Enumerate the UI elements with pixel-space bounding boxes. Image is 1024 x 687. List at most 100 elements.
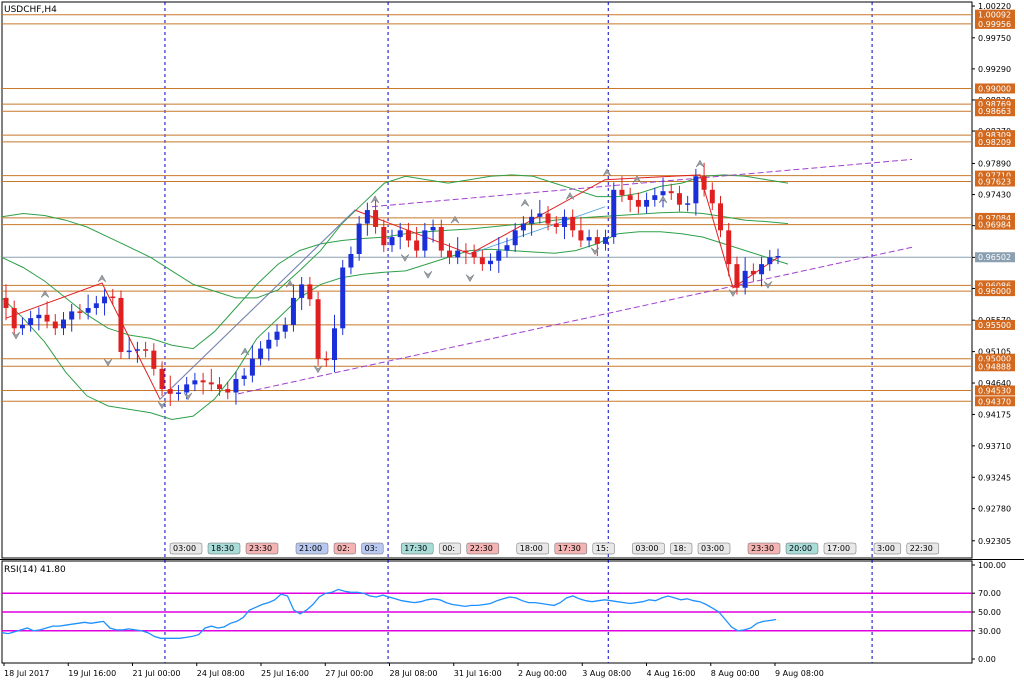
bearish-candle <box>635 199 641 207</box>
time-marker-tag-label: 15: <box>596 544 609 553</box>
bearish-candle <box>11 308 17 329</box>
bearish-candle <box>3 297 9 309</box>
time-marker-tag <box>823 542 857 555</box>
level-price-tag <box>975 280 1015 291</box>
rsi-axis-label: 50.00 <box>978 608 1001 617</box>
bullish-candle <box>603 237 609 244</box>
fractal-up-arrow <box>285 279 295 288</box>
bullish-candle <box>233 378 239 393</box>
time-axis-label: 9 Aug 08:00 <box>775 669 824 678</box>
bearish-candle <box>307 284 313 300</box>
time-axis-label: 18 Jul 2017 <box>4 669 49 678</box>
time-marker-tag <box>466 542 500 555</box>
fractal-up-arrow <box>370 195 380 204</box>
upper-trendline <box>371 158 913 208</box>
bearish-candle <box>167 389 173 394</box>
time-marker-tag <box>785 542 819 555</box>
time-axis-label: 3 Aug 08:00 <box>582 669 631 678</box>
time-marker-tag-label: 03:00 <box>701 544 724 553</box>
bullish-candle <box>660 191 666 196</box>
time-marker-tag <box>516 542 550 555</box>
time-marker-tag <box>400 542 434 555</box>
time-marker-tag-label: 03: <box>365 544 378 553</box>
time-marker-tag-label: 20:00 <box>789 544 812 553</box>
time-marker-tag <box>295 542 329 555</box>
bullish-candle <box>274 331 280 340</box>
bearish-candle <box>151 350 157 369</box>
bearish-candle <box>570 216 576 231</box>
time-axis-label: 28 Jul 08:00 <box>390 669 438 678</box>
lower-trendline <box>237 246 913 395</box>
bearish-candle <box>726 230 732 265</box>
bullish-candle <box>85 308 91 313</box>
bearish-candle <box>578 230 584 241</box>
fractal-down-arrow <box>103 358 113 367</box>
time-axis-label: 4 Aug 16:00 <box>647 669 696 678</box>
time-marker-tag-label: 22:30 <box>470 544 493 553</box>
time-marker-tag-label: 02: <box>337 544 350 553</box>
price-axis-label: 0.93245 <box>978 473 1011 482</box>
fractal-up-arrow <box>602 168 612 177</box>
time-marker-tag <box>169 542 203 555</box>
bearish-candle <box>446 250 452 258</box>
time-axis-label: 8 Aug 00:00 <box>711 669 760 678</box>
bullish-candle <box>759 264 765 275</box>
level-price-tag <box>975 83 1015 94</box>
time-marker-tag <box>207 542 241 555</box>
bearish-candle <box>668 191 674 194</box>
rsi-indicator-title: RSI(14) 41.80 <box>4 565 66 575</box>
level-price-tag-label: 0.97710 <box>978 172 1011 181</box>
price-axis-label: 0.93710 <box>978 442 1011 451</box>
bearish-candle <box>750 270 756 275</box>
time-marker-tag-label: 18:30 <box>211 544 234 553</box>
fractal-down-arrow <box>11 331 21 340</box>
time-marker-tag <box>906 542 940 555</box>
bearish-candle <box>200 380 206 383</box>
current-price-tag-label: 0.96502 <box>978 253 1011 262</box>
level-price-tag <box>975 286 1015 297</box>
time-marker-tag <box>747 542 781 555</box>
bullish-candle <box>693 176 699 204</box>
bullish-candle <box>28 318 34 325</box>
bearish-candle <box>734 264 740 288</box>
bearish-candle <box>381 226 387 246</box>
level-price-tag-label: 0.97623 <box>978 178 1011 187</box>
bollinger-middle-band <box>1 211 789 350</box>
fractal-down-arrow <box>400 254 410 262</box>
bearish-candle <box>217 384 223 390</box>
time-marker-tag-label: 03:00 <box>635 544 658 553</box>
time-marker-tag-label: 23:30 <box>249 544 272 553</box>
fractal-up-arrow <box>565 192 575 200</box>
bullish-candle <box>775 256 781 258</box>
bullish-candle <box>102 296 108 304</box>
bullish-candle <box>488 260 494 265</box>
time-marker-tag-label: 18: <box>673 544 686 553</box>
time-axis-label: 24 Jul 08:00 <box>197 669 245 678</box>
time-marker-tag <box>438 542 462 555</box>
level-price-tag-label: 0.95000 <box>978 355 1011 364</box>
bullish-candle <box>356 223 362 254</box>
bearish-candle <box>718 203 724 231</box>
level-price-tag-label: 0.98209 <box>978 138 1011 147</box>
level-price-tag-label: 0.98769 <box>978 100 1011 109</box>
level-price-tag-label: 0.98309 <box>978 131 1011 140</box>
time-marker-tag <box>697 542 731 555</box>
time-axis-label: 19 Jul 16:00 <box>68 669 116 678</box>
fractal-up-arrow <box>695 159 705 168</box>
bearish-candle <box>594 237 600 244</box>
level-price-tag-label: 0.96984 <box>978 221 1011 230</box>
level-price-tag-label: 1.00092 <box>978 11 1011 20</box>
bullish-candle <box>19 324 25 329</box>
zigzag-line <box>5 174 779 401</box>
time-marker-tag-label: 18:00 <box>520 544 543 553</box>
bullish-candle <box>397 230 403 238</box>
fractal-down-arrow <box>183 392 193 401</box>
regression-line <box>469 206 606 255</box>
level-price-tag <box>975 9 1015 20</box>
level-price-tag-label: 0.95500 <box>978 321 1011 330</box>
bullish-candle <box>282 324 288 332</box>
bearish-candle <box>315 299 321 359</box>
time-marker-tag-label: 23:30 <box>751 544 774 553</box>
